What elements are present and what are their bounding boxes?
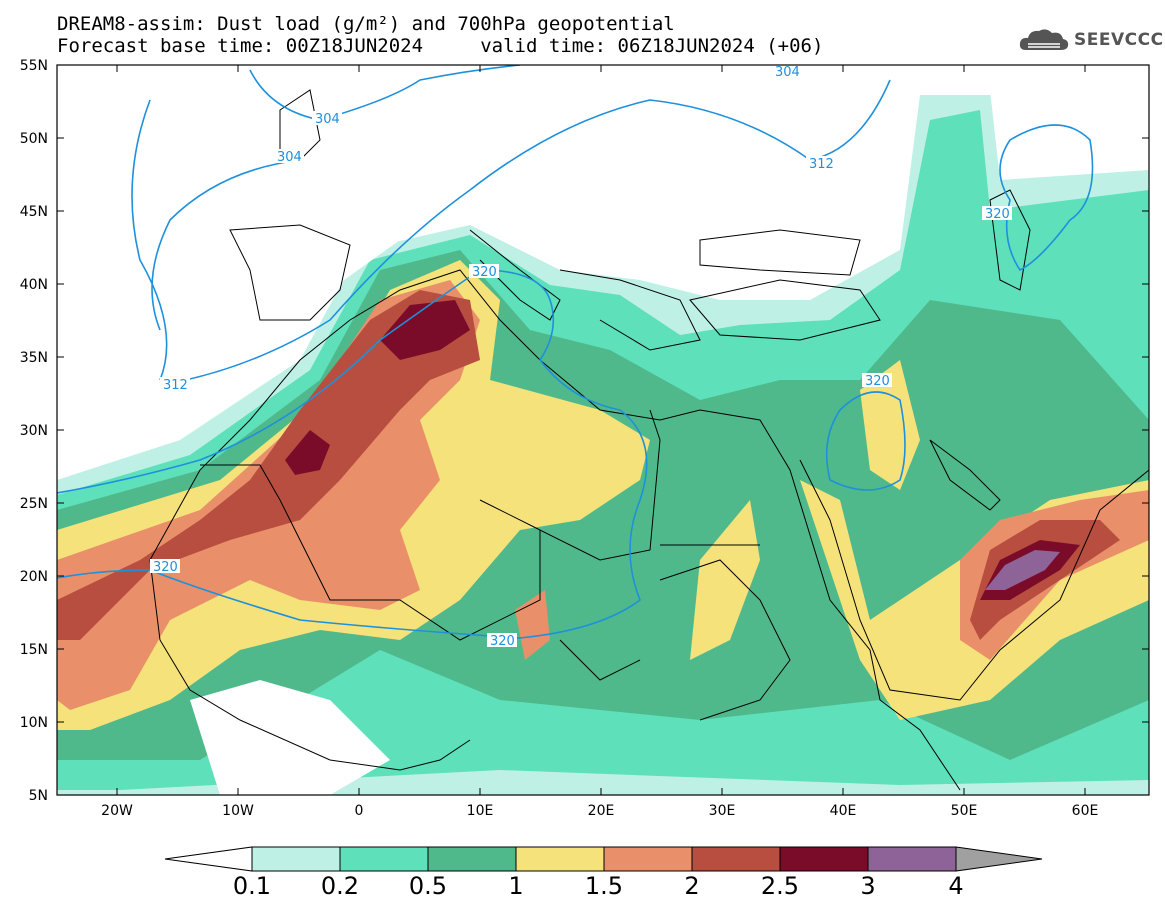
africa-coast: [149, 269, 961, 791]
lat-label: 40N: [20, 277, 48, 293]
contour-320-caspian: [999, 124, 1094, 272]
colorbar-under-arrow: [164, 846, 253, 872]
contour-label: 320: [985, 207, 1010, 222]
black-sea: [699, 229, 861, 276]
contour-304-north: [249, 65, 521, 121]
contour-320-arabia: [825, 391, 906, 491]
dust-layer-2: [57, 290, 480, 640]
arabia-coast: [799, 459, 1149, 701]
lat-label: 55N: [20, 58, 48, 74]
colorbar-swatch-2.5: [779, 846, 869, 872]
westafrica-coast: [149, 559, 471, 771]
dust-layer-1-east: [690, 500, 760, 660]
balkans: [559, 269, 701, 351]
lon-label: 10E: [467, 803, 494, 819]
lat-label: 5N: [29, 788, 48, 804]
colorbar-swatch-2: [691, 846, 781, 872]
colorbar-over-arrow: [955, 846, 1043, 872]
contour-label: 304: [277, 150, 302, 165]
contour-labels: 304 304 304 312 312 320 320 320 320 320: [150, 64, 1012, 649]
latitude-axis: [57, 64, 1149, 796]
dust-layer-2.5-morocco: [285, 430, 330, 475]
coastlines: [149, 89, 1149, 791]
colorbar-labels: 0.1 0.2 0.5 1 1.5 2 2.5 3 4: [233, 872, 964, 900]
lon-label: 0: [355, 803, 364, 819]
colorbar: [164, 846, 1043, 872]
contour-label: 312: [809, 157, 834, 172]
colorbar-swatch-0.2: [339, 846, 429, 872]
map-title: DREAM8-assim: Dust load (g/m²) and 700hP…: [57, 13, 675, 35]
colorbar-swatch-0.1: [251, 846, 341, 872]
contour-label: 320: [153, 560, 178, 575]
dust-load-field: [57, 65, 1149, 795]
colorbar-swatch-3: [867, 846, 957, 872]
lat-label: 35N: [20, 350, 48, 366]
colorbar-label: 3: [860, 872, 875, 900]
contour-label: 304: [775, 65, 800, 80]
lat-label: 10N: [20, 715, 48, 731]
italy: [469, 229, 561, 321]
longitude-axis: [116, 65, 1086, 795]
lat-label: 15N: [20, 642, 48, 658]
persian-gulf: [929, 439, 1001, 511]
lon-label: 20W: [101, 803, 133, 819]
lat-label: 20N: [20, 569, 48, 585]
contour-label: 320: [472, 265, 497, 280]
dust-layer-3: [985, 550, 1060, 590]
contour-label: 320: [490, 634, 515, 649]
turkey: [689, 279, 881, 341]
uk: [279, 89, 321, 161]
eastafrica-borders: [559, 559, 791, 721]
iberia: [229, 224, 351, 321]
contour-label: 304: [315, 112, 340, 127]
clean-area-westafrica: [190, 680, 390, 795]
dust-layer-1.5-chad: [515, 590, 550, 660]
lon-label: 40E: [830, 803, 857, 819]
colorbar-label: 0.5: [409, 872, 447, 900]
lon-label: 50E: [951, 803, 978, 819]
lat-label: 45N: [20, 204, 48, 220]
lat-label: 25N: [20, 496, 48, 512]
colorbar-label: 1.5: [585, 872, 623, 900]
colorbar-label: 0.2: [321, 872, 359, 900]
forecast-times: Forecast base time: 00Z18JUN2024 valid t…: [57, 35, 824, 57]
colorbar-label: 0.1: [233, 872, 271, 900]
cloud-logo-icon: [1019, 29, 1069, 50]
contour-label: 320: [865, 374, 890, 389]
contour-320-main: [57, 269, 648, 639]
contour-label: 312: [163, 378, 188, 393]
lon-label: 10W: [222, 803, 254, 819]
lat-label: 30N: [20, 423, 48, 439]
colorbar-swatch-1: [515, 846, 605, 872]
dust-layer-2.5-algeria: [380, 300, 470, 360]
colorbar-label: 1: [508, 872, 523, 900]
latitude-labels: 55N 50N 45N 40N 35N 30N 25N 20N 15N 10N …: [20, 58, 48, 804]
colorbar-label: 2: [684, 872, 699, 900]
longitude-labels: 20W 10W 0 10E 20E 30E 40E 50E 60E: [101, 803, 1098, 819]
lat-label: 50N: [20, 131, 48, 147]
lon-label: 30E: [709, 803, 736, 819]
colorbar-swatch-1.5: [603, 846, 693, 872]
caspian: [989, 189, 1031, 291]
colorbar-label: 4: [948, 872, 963, 900]
seevccc-logo: SEEVCCC: [1018, 26, 1164, 54]
lon-label: 60E: [1072, 803, 1099, 819]
sahara-borders: [200, 409, 760, 641]
contour-304-west: [131, 99, 301, 381]
colorbar-label: 2.5: [761, 872, 799, 900]
logo-text: SEEVCCC: [1074, 30, 1164, 50]
lon-label: 20E: [588, 803, 615, 819]
colorbar-swatch-0.5: [427, 846, 517, 872]
clean-area-europe: [57, 65, 1149, 470]
